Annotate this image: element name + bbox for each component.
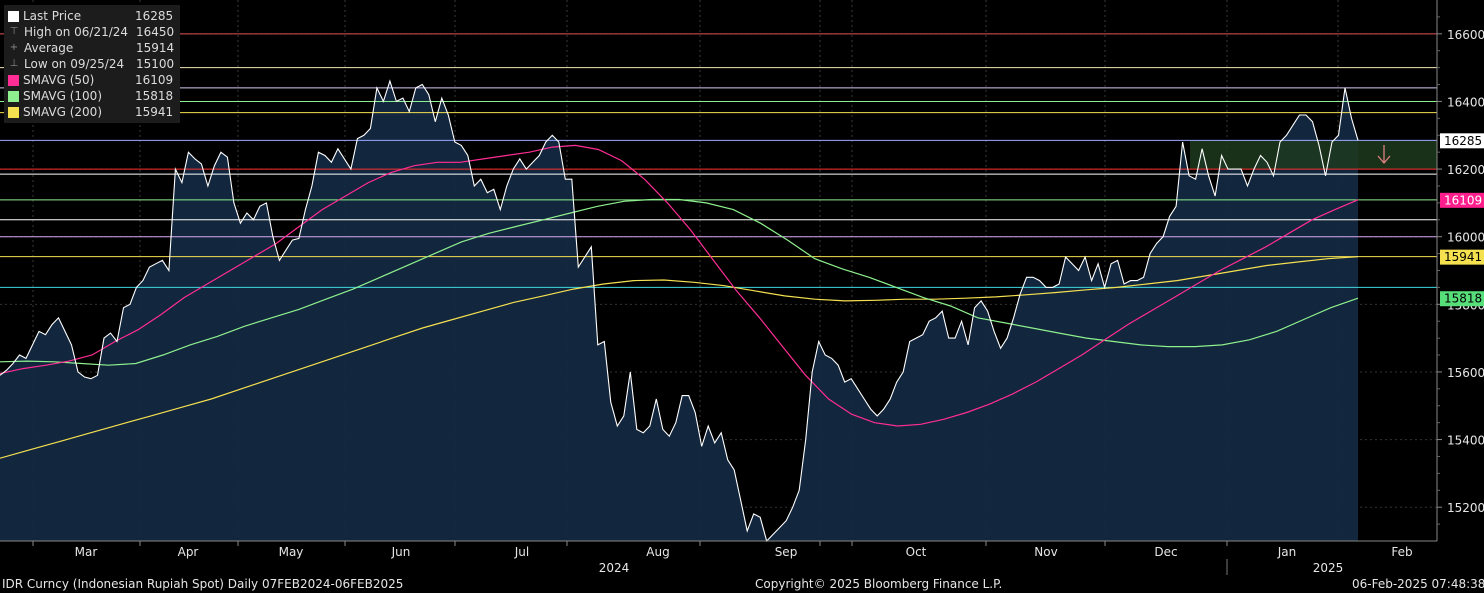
chart-footer: IDR Curncy (Indonesian Rupiah Spot) Dail…: [0, 576, 1484, 593]
price-label-text: 15941: [1444, 250, 1482, 264]
x-month-label: Mar: [75, 545, 98, 559]
y-tick-label: 16000: [1447, 231, 1484, 245]
high-marker-icon: ⊤: [9, 26, 19, 37]
price-label-tag: [1440, 192, 1484, 208]
legend-value: 15100: [136, 57, 175, 71]
legend-row: ⊥ Low on 09/25/24 15100: [8, 56, 175, 72]
x-month-label: Dec: [1154, 545, 1177, 559]
legend-row: SMAVG (50) 16109: [8, 72, 174, 88]
timestamp: 06-Feb-2025 07:48:38: [1352, 577, 1484, 591]
legend-row: ⊤ High on 06/21/24 16450: [8, 24, 175, 40]
legend-value: 15914: [136, 41, 175, 55]
legend-label: Average: [24, 41, 74, 55]
x-month-label: Jan: [1277, 545, 1297, 559]
chart-legend: Last Price 16285 ⊤ High on 06/21/24 16450 + Av…: [4, 5, 181, 123]
x-month-label: Jun: [391, 545, 411, 559]
legend-value: 16109: [135, 73, 174, 87]
last-price-line: [0, 79, 1359, 543]
legend-label: Last Price: [23, 9, 82, 23]
magenta-square-icon: [8, 74, 19, 86]
x-month-label: Feb: [1391, 545, 1412, 559]
legend-value: 15941: [135, 105, 174, 119]
copyright-text: Copyright© 2025 Bloomberg Finance L.P.: [755, 577, 1003, 591]
y-tick-label: 16200: [1447, 163, 1484, 177]
price-label-tag: [1440, 133, 1484, 149]
price-label-text: 15818: [1444, 292, 1482, 306]
x-month-label: Oct: [906, 545, 927, 559]
x-year-label: 2025: [1313, 561, 1344, 575]
legend-row: SMAVG (100) 15818: [8, 88, 174, 104]
average-marker-icon: +: [9, 42, 19, 53]
legend-label: SMAVG (200): [23, 105, 103, 119]
legend-value: 16450: [136, 25, 175, 39]
legend-value: 15818: [135, 89, 174, 103]
y-tick-label: 15200: [1447, 501, 1484, 515]
price-area: [0, 81, 1358, 541]
x-year-label: 2024: [599, 561, 630, 575]
legend-value: 16285: [135, 9, 174, 23]
price-label-tag: [1440, 291, 1484, 307]
security-description: IDR Curncy (Indonesian Rupiah Spot) Dail…: [2, 577, 404, 591]
y-tick-label: 16400: [1447, 95, 1484, 109]
smavg-200-line: [0, 256, 1359, 459]
price-label-text: 16285: [1444, 134, 1482, 148]
smavg-100-line: [0, 198, 1359, 366]
yellow-square-icon: [8, 106, 19, 118]
highlight-range-box: [1190, 140, 1437, 170]
legend-label: SMAVG (50): [23, 73, 95, 87]
legend-row: SMAVG (200) 15941: [8, 104, 174, 120]
y-tick-label: 15400: [1447, 434, 1484, 448]
x-month-label: Apr: [178, 545, 199, 559]
x-month-label: Jul: [514, 545, 529, 559]
y-tick-label: 15600: [1447, 366, 1484, 380]
x-month-label: May: [279, 545, 304, 559]
smavg-50-line: [0, 144, 1359, 427]
legend-label: SMAVG (100): [23, 89, 103, 103]
low-marker-icon: ⊥: [9, 58, 19, 69]
x-month-label: Aug: [646, 545, 669, 559]
down-arrow-icon: [1377, 145, 1391, 164]
legend-label: Low on 09/25/24: [24, 57, 125, 71]
green-square-icon: [8, 90, 19, 102]
white-square-icon: [8, 10, 19, 22]
x-month-label: Nov: [1034, 545, 1057, 559]
price-label-text: 16109: [1444, 193, 1482, 207]
price-label-tag: [1440, 249, 1484, 265]
legend-label: High on 06/21/24: [24, 25, 129, 39]
legend-row: + Average 15914: [8, 40, 174, 56]
y-tick-label: 16600: [1447, 28, 1484, 42]
legend-row: Last Price 16285: [8, 8, 174, 24]
x-month-label: Sep: [775, 545, 798, 559]
